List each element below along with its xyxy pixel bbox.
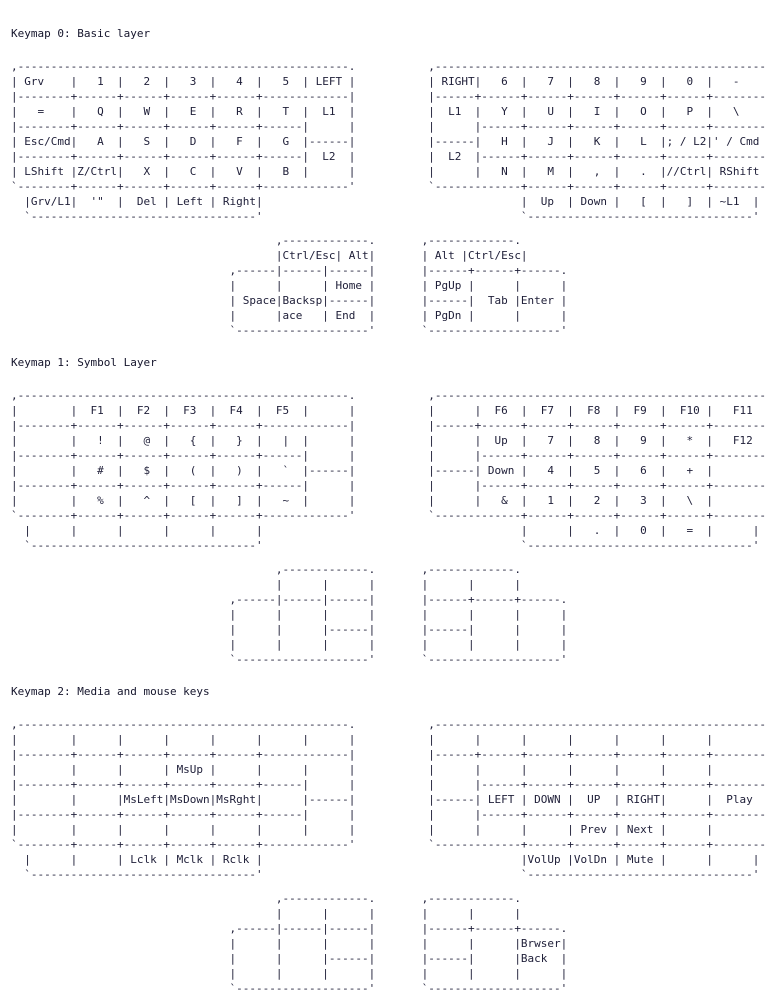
- keymap-2-main-matrix: ,---------------------------------------…: [11, 718, 765, 881]
- keymap-section-1: Keymap 1: Symbol Layer ,----------------…: [0, 338, 765, 667]
- keymap-2-title: Keymap 2: Media and mouse keys: [11, 685, 210, 698]
- spacer: [11, 224, 765, 233]
- keymap-2-thumb-clusters: ,-------------. ,-------------. | | | | …: [229, 892, 568, 995]
- spacer: [11, 370, 765, 388]
- spacer: [11, 699, 765, 717]
- keymap-section-0: Keymap 0: Basic layer ,-----------------…: [0, 0, 765, 338]
- keymap-0-thumb-clusters: ,-------------. ,-------------. |Ctrl/Es…: [229, 234, 568, 337]
- keymap-1-main-matrix: ,---------------------------------------…: [11, 389, 765, 552]
- keymap-section-2: Keymap 2: Media and mouse keys ,--------…: [0, 667, 765, 996]
- keymap-0-title: Keymap 0: Basic layer: [11, 27, 151, 40]
- keymap-1-title: Keymap 1: Symbol Layer: [11, 356, 157, 369]
- spacer: [11, 553, 765, 562]
- keymap-1-thumb-clusters: ,-------------. ,-------------. | | | | …: [229, 563, 568, 666]
- spacer: [11, 41, 765, 59]
- spacer: [11, 882, 765, 891]
- keymap-0-main-matrix: ,---------------------------------------…: [11, 60, 765, 223]
